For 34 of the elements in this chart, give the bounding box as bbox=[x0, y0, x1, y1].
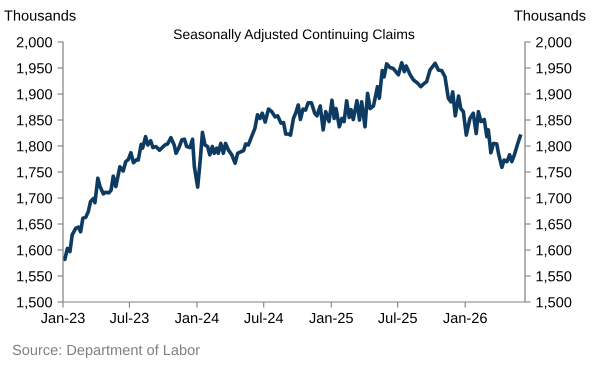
y2-tick-label: 1,650 bbox=[536, 219, 572, 232]
y-tick-label: 1,600 bbox=[17, 245, 52, 258]
y2-tick-label: 1,600 bbox=[536, 245, 572, 258]
y-tick-label: 1,750 bbox=[17, 167, 52, 180]
y-tick-label: 2,000 bbox=[16, 37, 52, 50]
y-tick-label: 1,700 bbox=[17, 193, 52, 206]
y-axis-title: Thousands bbox=[4, 10, 76, 21]
source-note: Source: Department of Labor bbox=[12, 344, 200, 358]
y-tick-label: 1,550 bbox=[17, 271, 52, 284]
y2-tick-label: 1,750 bbox=[536, 167, 572, 180]
x-tick-label: Jul-24 bbox=[244, 312, 284, 324]
y2-tick-label: 1,900 bbox=[536, 89, 572, 102]
x-tick-label: Jul-23 bbox=[110, 312, 149, 324]
line-series bbox=[63, 60, 522, 262]
y2-tick-label: 1,850 bbox=[536, 115, 572, 128]
x-tick-label: Jul-25 bbox=[378, 312, 417, 324]
y-tick-label: 1,650 bbox=[17, 219, 52, 232]
chart-title: Seasonally Adjusted Continuing Claims bbox=[174, 28, 414, 42]
y-tick-label: 1,500 bbox=[17, 297, 52, 310]
x-tick-label: Jan-25 bbox=[309, 312, 353, 324]
y-tick-label: 1,950 bbox=[17, 63, 52, 76]
y2-tick-label: 1,700 bbox=[536, 193, 572, 206]
y2-axis-title: Thousands bbox=[514, 10, 586, 21]
y2-tick-label: 1,500 bbox=[536, 297, 572, 310]
y2-tick-label: 2,000 bbox=[536, 37, 572, 50]
x-tick-label: Jan-24 bbox=[174, 312, 219, 324]
y-tick-label: 1,800 bbox=[17, 141, 52, 154]
y-tick-label: 1,850 bbox=[17, 115, 52, 128]
y2-tick-label: 1,950 bbox=[536, 63, 572, 76]
x-tick-label: Jan-26 bbox=[443, 312, 487, 324]
y2-tick-label: 1,550 bbox=[536, 271, 572, 284]
y2-tick-label: 1,800 bbox=[536, 141, 572, 154]
x-tick-label: Jan-23 bbox=[40, 312, 85, 324]
y-tick-label: 1,900 bbox=[17, 89, 52, 102]
